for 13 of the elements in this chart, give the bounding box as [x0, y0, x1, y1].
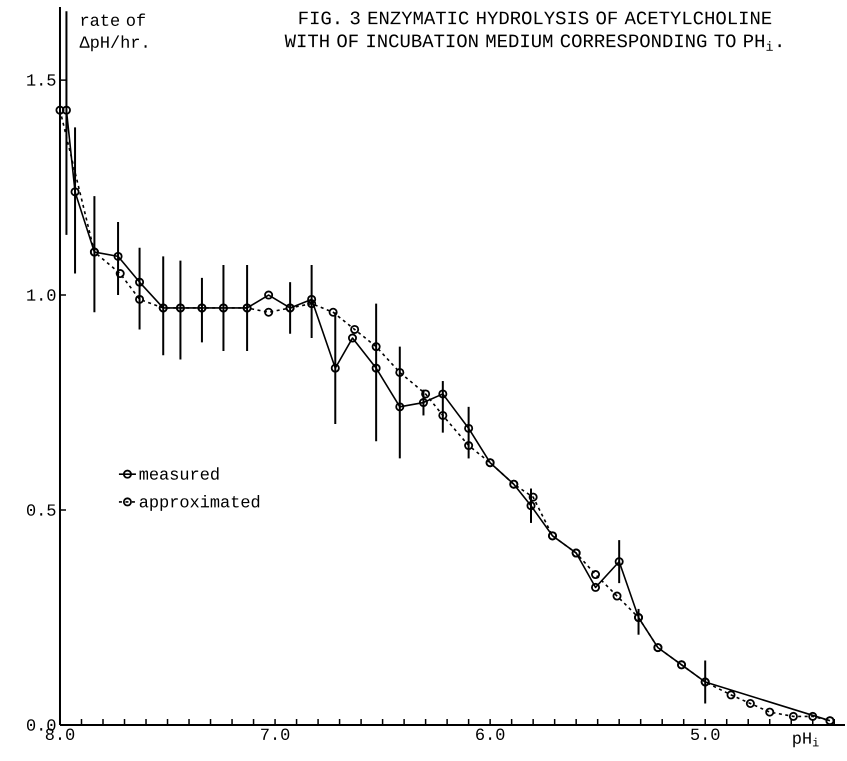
- legend-label: approximated: [140, 495, 260, 511]
- x-tick-label: 6.0: [476, 728, 504, 740]
- y-tick-label: 0.0: [27, 719, 56, 731]
- x-tick-label: 7.0: [261, 728, 290, 740]
- x-tick-label: 5.0: [691, 728, 720, 740]
- y-tick-label: 0.5: [27, 504, 56, 516]
- text: FIG. 3 ENZYMATIC HYDROLYSIS OF ACETYLCHOLINE WITH OF INCUBATION MEDIUM CORRESPONDING TO PH$_{i}$.: [284, 12, 781, 51]
- y-tick-label: 1.0: [27, 289, 56, 301]
- x-axis-title: pH$_{i}$: [793, 732, 819, 748]
- x-tick-label: 8.0: [46, 728, 74, 740]
- legend-label: measured: [140, 467, 219, 480]
- y-axis-title: rate of ΔpH/hr.: [80, 14, 147, 52]
- y-tick-label: 1.5: [27, 74, 56, 86]
